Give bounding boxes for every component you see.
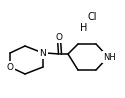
Text: NH: NH xyxy=(104,53,116,62)
Text: O: O xyxy=(56,33,62,41)
Text: H: H xyxy=(80,23,88,33)
Text: Cl: Cl xyxy=(88,12,98,22)
Text: O: O xyxy=(6,63,14,72)
Text: N: N xyxy=(40,49,46,58)
